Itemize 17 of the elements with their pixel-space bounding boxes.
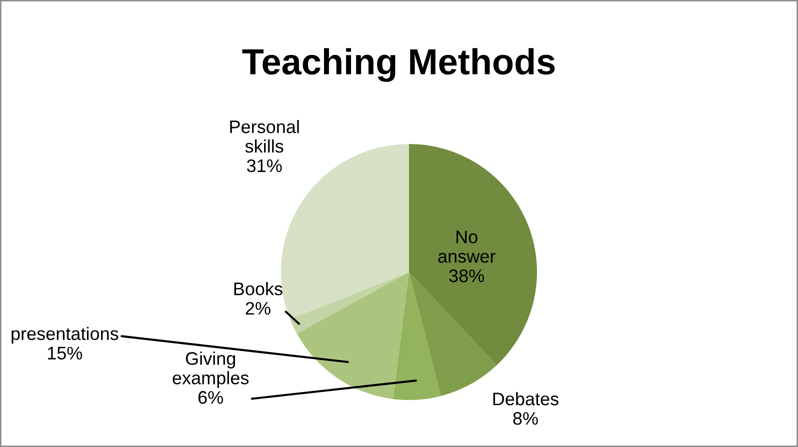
slice-label: presentations [12, 326, 118, 344]
pie-slice [296, 272, 409, 399]
chart-title: Teaching Methods [242, 48, 555, 82]
data-label: 6% [198, 391, 224, 404]
pie-slice [392, 272, 441, 400]
slice-label: Books [234, 282, 282, 296]
data-label: 15% [48, 346, 82, 360]
data-label: 8% [513, 412, 538, 425]
pie-slice [409, 144, 537, 366]
data-label: 31% [246, 159, 282, 172]
data-label: 2% [246, 302, 270, 315]
slice-label: Debates [493, 392, 558, 406]
slice-label: No answer [438, 230, 496, 263]
data-label: 38% [449, 269, 484, 282]
slice-label: Personal skills [230, 120, 299, 153]
slice-label: Giving examples [172, 352, 249, 388]
pie-slice [290, 272, 409, 334]
